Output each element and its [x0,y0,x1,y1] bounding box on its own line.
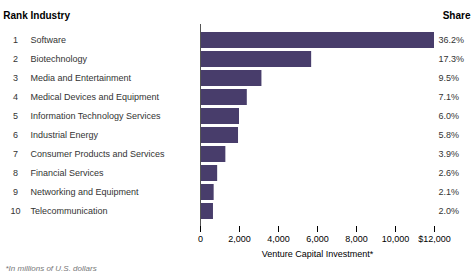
svg-text:17.3%: 17.3% [439,54,465,64]
svg-text:Telecommunication: Telecommunication [31,206,108,216]
svg-text:5: 5 [13,111,18,121]
svg-text:10,000: 10,000 [382,234,410,244]
svg-text:5.8%: 5.8% [439,130,460,140]
svg-text:Rank: Rank [3,10,28,21]
svg-text:Networking and Equipment: Networking and Equipment [31,187,140,197]
svg-text:2.1%: 2.1% [439,187,460,197]
svg-text:Consumer Products and Services: Consumer Products and Services [31,149,166,159]
svg-text:7: 7 [13,149,18,159]
svg-text:4,000: 4,000 [267,234,290,244]
svg-text:9.5%: 9.5% [439,73,460,83]
svg-text:9: 9 [13,187,18,197]
svg-text:0: 0 [198,234,203,244]
svg-text:2,000: 2,000 [228,234,251,244]
svg-text:36.2%: 36.2% [439,35,465,45]
svg-text:6,000: 6,000 [306,234,329,244]
svg-text:8,000: 8,000 [345,234,368,244]
svg-text:Venture Capital Investment*: Venture Capital Investment* [262,249,374,259]
svg-text:$12,000: $12,000 [418,234,451,244]
svg-text:Media and Entertainment: Media and Entertainment [31,73,132,83]
svg-text:7.1%: 7.1% [439,92,460,102]
svg-text:10: 10 [10,206,20,216]
svg-text:4: 4 [13,92,18,102]
svg-text:Biotechnology: Biotechnology [31,54,88,64]
svg-text:Software: Software [31,35,67,45]
svg-text:Industry: Industry [31,10,71,21]
svg-text:2.6%: 2.6% [439,168,460,178]
svg-text:Information Technology Service: Information Technology Services [31,111,161,121]
svg-text:Financial Services: Financial Services [31,168,105,178]
svg-text:Medical Devices and Equipment: Medical Devices and Equipment [31,92,160,102]
svg-text:3.9%: 3.9% [439,149,460,159]
svg-text:3: 3 [13,73,18,83]
svg-text:6.0%: 6.0% [439,111,460,121]
svg-text:1: 1 [13,35,18,45]
svg-text:Industrial Energy: Industrial Energy [31,130,99,140]
svg-text:6: 6 [13,130,18,140]
svg-text:2: 2 [13,54,18,64]
svg-text:8: 8 [13,168,18,178]
svg-text:2.0%: 2.0% [439,206,460,216]
svg-text:*In millions of U.S. dollars: *In millions of U.S. dollars [6,264,97,272]
svg-text:Share: Share [443,10,471,21]
